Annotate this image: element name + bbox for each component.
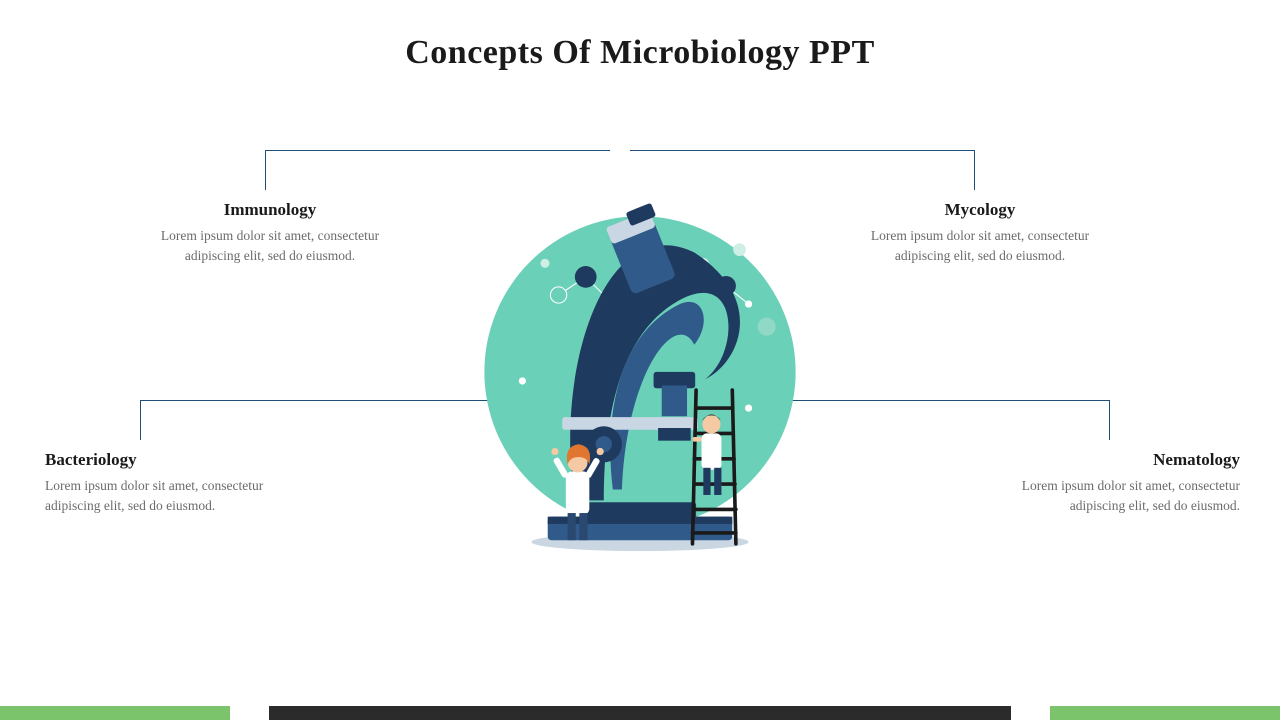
callout-body: Lorem ipsum dolor sit amet, consectetur … [140, 226, 400, 265]
callout-body: Lorem ipsum dolor sit amet, consectetur … [980, 476, 1240, 515]
callout-body: Lorem ipsum dolor sit amet, consectetur … [45, 476, 305, 515]
footer-gap [230, 706, 268, 720]
footer-gap [1011, 706, 1049, 720]
callout-nematology: Nematology Lorem ipsum dolor sit amet, c… [980, 450, 1240, 515]
footer-bar-right [1050, 706, 1280, 720]
slide-title: Concepts Of Microbiology PPT [0, 0, 1280, 72]
footer-bar-center [269, 706, 1011, 720]
bracket-top-right [630, 150, 975, 190]
callout-heading: Immunology [140, 200, 400, 220]
callout-heading: Bacteriology [45, 450, 305, 470]
footer-accent-bars [0, 706, 1280, 720]
callout-bacteriology: Bacteriology Lorem ipsum dolor sit amet,… [45, 450, 305, 515]
callout-immunology: Immunology Lorem ipsum dolor sit amet, c… [140, 200, 400, 265]
callout-heading: Mycology [850, 200, 1110, 220]
callout-heading: Nematology [980, 450, 1240, 470]
footer-bar-left [0, 706, 230, 720]
callout-mycology: Mycology Lorem ipsum dolor sit amet, con… [850, 200, 1110, 265]
bracket-top-left [265, 150, 610, 190]
callout-body: Lorem ipsum dolor sit amet, consectetur … [850, 226, 1110, 265]
microscope-illustration [450, 200, 830, 580]
diagram-stage: Immunology Lorem ipsum dolor sit amet, c… [0, 140, 1280, 660]
